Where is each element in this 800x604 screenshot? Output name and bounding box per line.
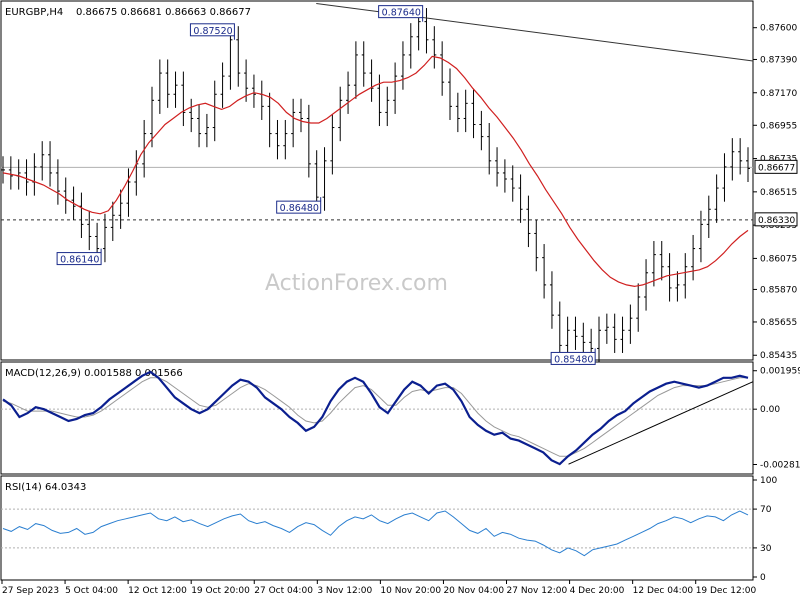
x-tick-label: 3 Nov 12:00 xyxy=(317,586,372,596)
macd-ytick-label: -0.002818 xyxy=(760,461,800,471)
macd-label: MACD(12,26,9) 0.001588 0.001566 xyxy=(5,368,183,379)
price-ytick-label: 0.87170 xyxy=(760,89,797,99)
moving-average-line xyxy=(2,55,749,288)
x-tick-label: 27 Sep 2023 xyxy=(2,586,59,596)
price-annotation-label: 0.87640 xyxy=(382,8,421,19)
watermark: ActionForex.com xyxy=(265,271,448,296)
level-label: 0.86330 xyxy=(758,216,795,226)
price-ytick-label: 0.87390 xyxy=(760,55,797,65)
price-panel-frame xyxy=(0,0,754,361)
current-price-label: 0.86677 xyxy=(758,163,795,173)
x-tick-label: 19 Oct 20:00 xyxy=(191,586,250,596)
price-annotation-box xyxy=(378,5,424,19)
price-bars xyxy=(1,8,750,363)
price-annotation-label: 0.86140 xyxy=(60,255,99,266)
symbol-timeframe: EURGBP,H4 xyxy=(5,7,63,18)
price-ytick-label: 0.85870 xyxy=(760,285,797,295)
x-tick-label: 27 Nov 12:00 xyxy=(507,586,568,596)
price-annotation-label: 0.86480 xyxy=(280,203,319,214)
price-annotation-box xyxy=(189,23,235,37)
ohlc-readout: 0.86675 0.86681 0.86663 0.86677 xyxy=(76,7,251,18)
price-annotation-label: 0.87520 xyxy=(193,26,232,37)
x-tick-label: 5 Oct 04:00 xyxy=(65,586,118,596)
rsi-line xyxy=(2,510,749,557)
price-annotation-box xyxy=(276,200,322,214)
rsi-label: RSI(14) 64.0343 xyxy=(5,482,86,493)
rsi-ytick-label: 70 xyxy=(760,505,772,515)
price-ytick-label: 0.85435 xyxy=(760,351,797,361)
price-ytick-label: 0.86955 xyxy=(760,121,797,131)
rsi-ytick-label: 0 xyxy=(760,573,766,583)
macd-signal-line xyxy=(2,377,748,457)
price-annotation-box xyxy=(56,252,102,266)
x-tick-label: 19 Dec 12:00 xyxy=(696,586,757,596)
rsi-ytick-label: 30 xyxy=(760,544,772,554)
price-ytick-label: 0.85655 xyxy=(760,318,797,328)
macd-trendline xyxy=(568,381,754,465)
x-tick-label: 20 Nov 04:00 xyxy=(443,586,504,596)
price-ytick-label: 0.86515 xyxy=(760,188,797,198)
macd-line xyxy=(2,370,749,466)
rsi-panel-frame xyxy=(0,475,754,581)
x-tick-label: 4 Dec 20:00 xyxy=(570,586,625,596)
macd-ytick-label: 0.001959 xyxy=(760,367,800,377)
x-tick-label: 12 Oct 12:00 xyxy=(128,586,187,596)
rsi-ytick-label: 100 xyxy=(760,476,777,486)
price-ytick-label: 0.87600 xyxy=(760,24,797,34)
price-annotation-label: 0.85480 xyxy=(554,354,593,365)
macd-panel-frame xyxy=(0,361,754,475)
current-price-tag xyxy=(754,159,798,174)
price-ytick-label: 0.86735 xyxy=(760,155,797,165)
x-tick-label: 27 Oct 04:00 xyxy=(254,586,313,596)
x-tick-label: 12 Dec 04:00 xyxy=(633,586,694,596)
level-tag xyxy=(754,212,798,227)
macd-ytick-label: 0.00 xyxy=(760,405,780,415)
price-ytick-label: 0.86075 xyxy=(760,254,797,264)
x-tick-label: 10 Nov 20:00 xyxy=(380,586,441,596)
price-annotation-box xyxy=(550,351,596,365)
